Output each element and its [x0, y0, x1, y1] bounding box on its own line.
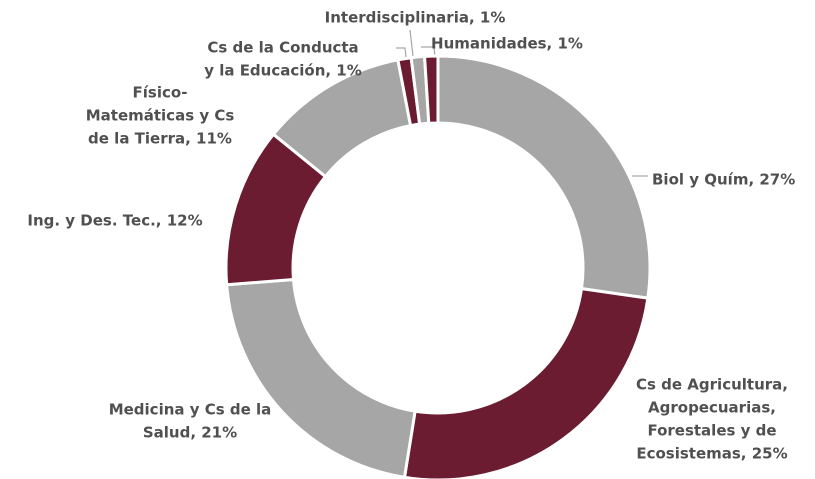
data-label: Forestales y de [647, 422, 776, 440]
data-label: Humanidades, 1% [431, 35, 583, 53]
data-label: Cs de la Conducta [207, 39, 358, 57]
donut-slice [422, 54, 440, 125]
leader-line [421, 46, 436, 58]
data-label: Ecosistemas, 25% [636, 445, 787, 463]
data-label: Ing. y Des. Tec., 12% [27, 212, 202, 230]
data-label: Cs de Agricultura, [636, 376, 788, 394]
donut-slice [225, 277, 417, 479]
donut-slice [402, 286, 650, 479]
data-label: Matemáticas y Cs [86, 107, 235, 125]
data-label: Medicina y Cs de la [109, 401, 272, 419]
donut-slice [436, 54, 652, 300]
data-label: Interdisciplinaria, 1% [325, 9, 506, 27]
data-label: Biol y Quím, 27% [652, 171, 795, 189]
leader-line [409, 29, 414, 57]
data-label: de la Tierra, 11% [88, 130, 232, 148]
data-label: y la Educación, 1% [204, 62, 362, 80]
data-label: Agropecuarias, [648, 399, 776, 417]
data-label: Físico- [133, 84, 188, 102]
data-label: Salud, 21% [143, 424, 237, 442]
